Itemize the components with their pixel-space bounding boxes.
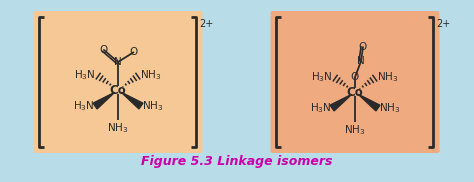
- Text: 2+: 2+: [200, 19, 214, 29]
- Text: NH$_3$: NH$_3$: [344, 123, 365, 137]
- Text: H$_3$N: H$_3$N: [311, 70, 333, 84]
- Text: Co: Co: [109, 84, 127, 96]
- Text: O: O: [359, 42, 367, 52]
- Text: O: O: [130, 47, 138, 57]
- Text: O: O: [351, 72, 359, 82]
- Text: Co: Co: [346, 86, 364, 98]
- Text: N: N: [357, 56, 365, 66]
- FancyBboxPatch shape: [34, 11, 202, 153]
- Text: Figure 5.3 Linkage isomers: Figure 5.3 Linkage isomers: [141, 155, 333, 168]
- Text: H$_3$N: H$_3$N: [73, 99, 94, 113]
- Text: 2+: 2+: [437, 19, 451, 29]
- Polygon shape: [330, 94, 352, 111]
- Text: H$_3$N: H$_3$N: [310, 101, 331, 115]
- Text: NH$_3$: NH$_3$: [107, 121, 128, 135]
- Text: NH$_3$: NH$_3$: [377, 70, 399, 84]
- Text: H$_3$N: H$_3$N: [74, 68, 96, 82]
- Text: O: O: [100, 45, 108, 55]
- Text: N: N: [114, 57, 122, 67]
- Polygon shape: [93, 92, 115, 109]
- Polygon shape: [121, 92, 143, 109]
- FancyBboxPatch shape: [271, 11, 439, 153]
- Polygon shape: [358, 94, 380, 111]
- Text: NH$_3$: NH$_3$: [379, 101, 400, 115]
- Text: NH$_3$: NH$_3$: [140, 68, 162, 82]
- Text: NH$_3$: NH$_3$: [142, 99, 163, 113]
